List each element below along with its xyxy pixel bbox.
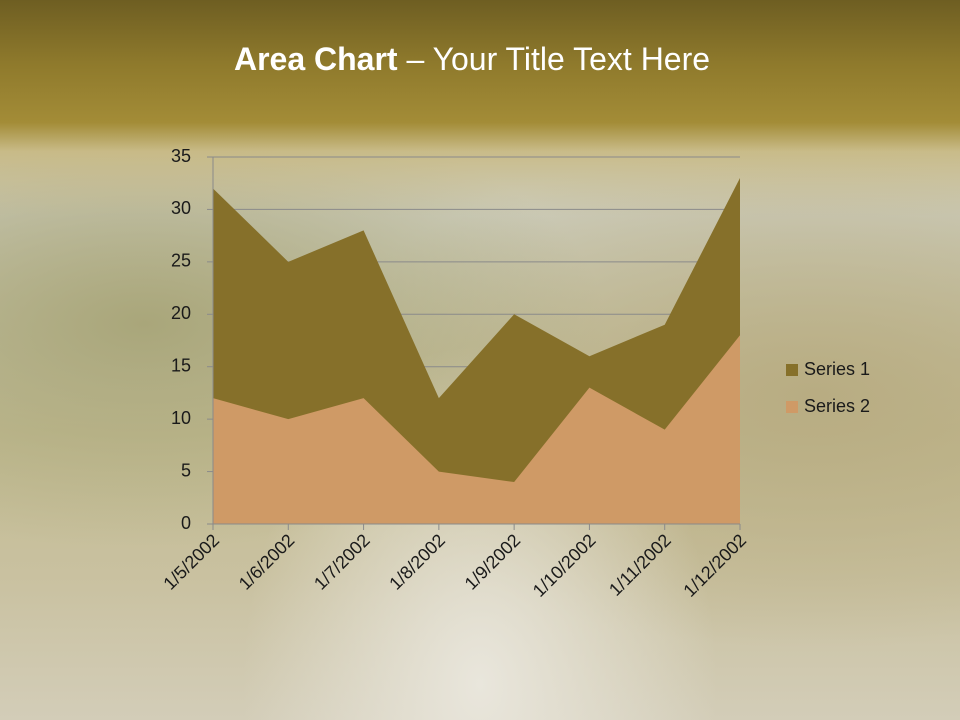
title-bold: Area Chart xyxy=(234,41,398,77)
y-tick-label: 15 xyxy=(171,355,191,375)
legend-label: Series 2 xyxy=(804,396,870,416)
legend-swatch xyxy=(786,401,798,413)
x-tick-label: 1/10/2002 xyxy=(529,530,600,601)
legend-label: Series 1 xyxy=(804,359,870,379)
x-tick-label: 1/12/2002 xyxy=(679,530,750,601)
x-tick-label: 1/7/2002 xyxy=(310,530,374,594)
x-tick-label: 1/11/2002 xyxy=(605,530,675,600)
title-rest: – Your Title Text Here xyxy=(398,41,710,77)
legend-swatch xyxy=(786,364,798,376)
area xyxy=(213,335,740,524)
y-tick-label: 30 xyxy=(171,198,191,218)
y-tick-label: 20 xyxy=(171,303,191,323)
y-tick-label: 25 xyxy=(171,251,191,271)
x-tick-label: 1/9/2002 xyxy=(461,530,525,594)
y-tick-label: 0 xyxy=(181,513,191,533)
y-tick-label: 5 xyxy=(181,460,191,480)
x-tick-label: 1/5/2002 xyxy=(159,530,223,594)
x-tick-label: 1/8/2002 xyxy=(385,530,449,594)
y-tick-label: 10 xyxy=(171,408,191,428)
chart-title: Area Chart – Your Title Text Here xyxy=(234,41,710,77)
x-tick-label: 1/6/2002 xyxy=(235,530,299,594)
y-tick-label: 35 xyxy=(171,146,191,166)
